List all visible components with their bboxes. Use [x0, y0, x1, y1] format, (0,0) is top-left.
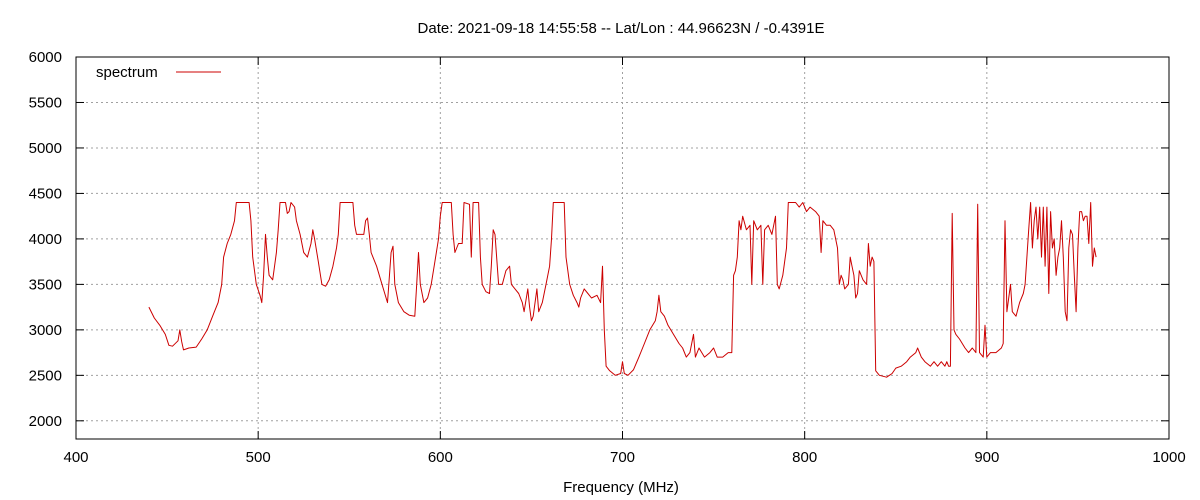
- chart-title: Date: 2021-09-18 14:55:58 -- Lat/Lon : 4…: [418, 20, 825, 37]
- x-tick-label-800: 800: [792, 449, 817, 466]
- series-line-spectrum: [148, 202, 1097, 378]
- legend-label-spectrum: spectrum: [96, 64, 158, 81]
- y-tick-label-2500: 2500: [29, 367, 62, 384]
- y-tick-label-4500: 4500: [29, 185, 62, 202]
- axis-tick-labels: 400 500 600 700 800 900 1000 2000 2500 3000 3500 40…: [29, 49, 1186, 466]
- x-tick-label-400: 400: [63, 449, 88, 466]
- y-tick-label-5500: 5500: [29, 94, 62, 111]
- grid-lines: [76, 57, 1169, 439]
- y-tick-label-2000: 2000: [29, 413, 62, 430]
- y-tick-label-6000: 6000: [29, 49, 62, 66]
- x-tick-label-700: 700: [610, 449, 635, 466]
- x-tick-label-900: 900: [974, 449, 999, 466]
- x-axis-label: Frequency (MHz): [563, 479, 679, 496]
- y-tick-label-3000: 3000: [29, 322, 62, 339]
- x-tick-label-600: 600: [428, 449, 453, 466]
- y-tick-label-3500: 3500: [29, 276, 62, 293]
- y-tick-label-5000: 5000: [29, 140, 62, 157]
- legend: spectrum: [96, 64, 221, 81]
- plot-frame: [75, 56, 1170, 440]
- x-tick-label-1000: 1000: [1152, 449, 1185, 466]
- x-tick-label-500: 500: [246, 449, 271, 466]
- y-tick-label-4000: 4000: [29, 231, 62, 248]
